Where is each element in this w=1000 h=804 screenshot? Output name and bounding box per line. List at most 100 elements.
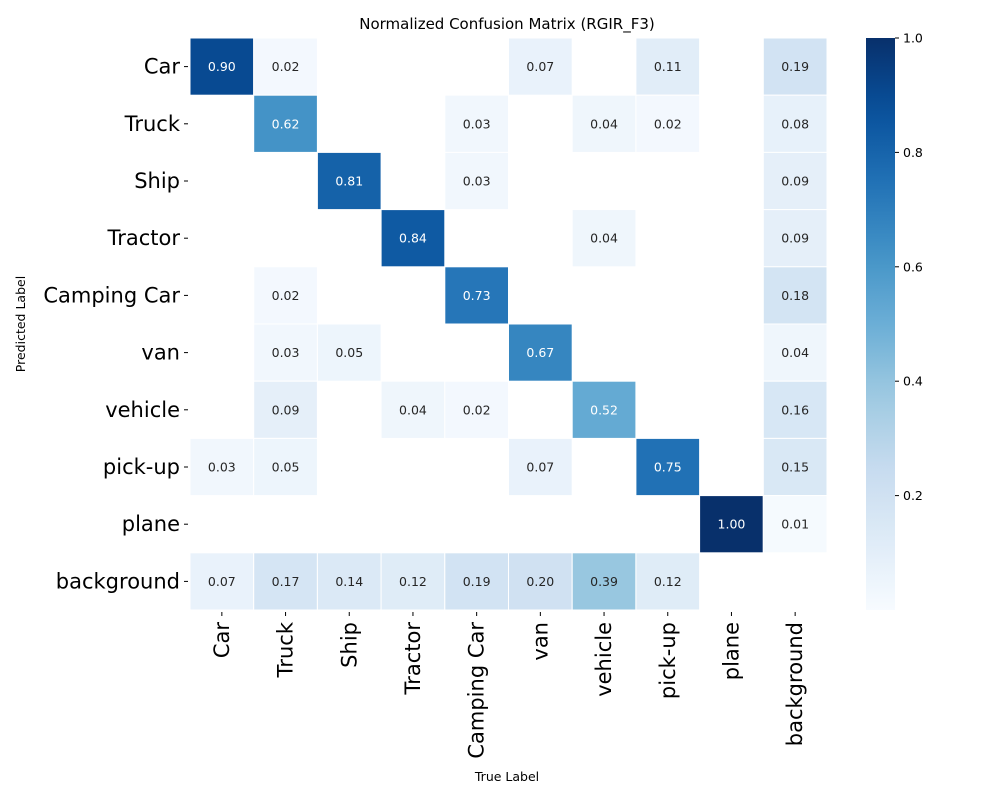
cell-value-label: 0.02	[654, 116, 682, 131]
heatmap-cell	[444, 151, 509, 211]
cell-value-label: 0.03	[272, 345, 300, 360]
cell-value-label: 0.75	[654, 460, 682, 475]
cell-value-label: 0.84	[399, 231, 427, 246]
cell-value-label: 0.67	[526, 345, 554, 360]
heatmap-cell	[316, 151, 382, 211]
heatmap-cell	[444, 266, 509, 325]
cell-value-label: 0.09	[781, 231, 809, 246]
cell-value-label: 0.11	[654, 59, 682, 74]
heatmap-cell	[571, 380, 637, 439]
cell-value-label: 0.07	[526, 59, 554, 74]
heatmap-cell	[508, 552, 573, 611]
heatmap-cell	[380, 552, 446, 611]
heatmap-cell	[253, 437, 318, 497]
colorbar-tick-label: 0.6	[903, 259, 923, 274]
column-tick-label: plane	[719, 622, 743, 680]
heatmap-cell	[508, 323, 573, 382]
row-tick-label: Truck	[124, 112, 181, 136]
heatmap-cell	[571, 552, 637, 611]
cell-value-label: 0.03	[463, 116, 491, 131]
colorbar-tick-label: 0.8	[903, 145, 923, 160]
column-tick-label: pick-up	[656, 622, 680, 699]
heatmap-cell	[380, 209, 446, 268]
heatmap-cell-labels: 0.90 0.02 0.07 0.11 0.19 0.62 0.03 0.04 0.02 0.08…	[208, 59, 809, 589]
cell-value-label: 0.05	[335, 345, 363, 360]
column-tick-label: Ship	[337, 622, 361, 668]
row-tick-label: pick-up	[103, 455, 180, 479]
heatmap-cell	[316, 552, 382, 611]
heatmap-cell	[571, 94, 637, 153]
cell-value-label: 0.12	[654, 574, 682, 589]
cell-value-label: 0.52	[590, 402, 618, 417]
row-tick-label: Tractor	[106, 226, 180, 250]
heatmap-cell	[444, 552, 509, 611]
cell-value-label: 0.04	[590, 231, 618, 246]
heatmap-cell	[316, 323, 382, 382]
colorbar-gradient	[866, 38, 895, 610]
column-tick-label: background	[783, 622, 807, 746]
x-axis-label: True Label	[474, 769, 539, 784]
heatmap-cell	[635, 437, 701, 497]
cell-value-label: 0.14	[335, 574, 363, 589]
chart-title: Normalized Confusion Matrix (RGIR_F3)	[359, 15, 654, 34]
column-tick-labels: Car Truck Ship Tractor Camping Car van vehicle…	[210, 612, 807, 759]
heatmap-cell	[189, 552, 255, 611]
cell-value-label: 0.05	[272, 460, 300, 475]
heatmap-cell	[253, 380, 318, 439]
heatmap-cell	[508, 437, 573, 497]
heatmap-cell	[253, 37, 318, 96]
heatmap-cell	[762, 437, 828, 497]
colorbar: 0.2 0.4 0.6 0.8 1.0	[866, 31, 923, 610]
heatmap-cell	[189, 437, 255, 497]
row-tick-label: background	[56, 569, 180, 593]
cell-value-label: 0.02	[463, 402, 491, 417]
cell-value-label: 0.03	[463, 174, 491, 189]
cell-value-label: 1.00	[718, 517, 746, 532]
column-tick-label: Truck	[274, 621, 298, 678]
cell-value-label: 0.62	[272, 116, 300, 131]
colorbar-tick-label: 0.2	[903, 488, 923, 503]
heatmap-cell	[762, 94, 828, 153]
cell-value-label: 0.16	[781, 402, 809, 417]
heatmap-cell	[762, 266, 828, 325]
heatmap-cell	[189, 37, 255, 96]
heatmap-cell	[380, 380, 446, 439]
cell-value-label: 0.02	[272, 59, 300, 74]
cell-value-label: 0.07	[526, 460, 554, 475]
heatmap-cell	[762, 380, 828, 439]
cell-value-label: 0.39	[590, 574, 618, 589]
cell-value-label: 0.07	[208, 574, 236, 589]
column-tick-label: Car	[210, 622, 234, 659]
cell-value-label: 0.03	[208, 460, 236, 475]
y-axis-label: Predicted Label	[13, 276, 28, 372]
heatmap-cell	[762, 323, 828, 382]
colorbar-ticks: 0.2 0.4 0.6 0.8 1.0	[895, 31, 923, 503]
column-tick-label: Tractor	[401, 622, 425, 696]
row-tick-labels: Car Truck Ship Tractor Camping Car van vehicle…	[43, 55, 188, 593]
cell-value-label: 0.73	[463, 288, 491, 303]
colorbar-tick-label: 0.4	[903, 374, 923, 389]
cell-value-label: 0.81	[335, 174, 363, 189]
cell-value-label: 0.08	[781, 116, 809, 131]
row-tick-label: van	[141, 341, 180, 365]
cell-value-label: 0.09	[781, 174, 809, 189]
cell-value-label: 0.17	[272, 574, 300, 589]
cell-value-label: 0.04	[781, 345, 809, 360]
heatmap-cell	[762, 495, 828, 554]
heatmap-cells	[189, 37, 828, 611]
heatmap-cell	[253, 94, 318, 153]
cell-value-label: 0.19	[463, 574, 491, 589]
heatmap-cell	[635, 37, 701, 96]
cell-value-label: 0.15	[781, 460, 809, 475]
column-tick-label: vehicle	[592, 622, 616, 697]
colorbar-tick-label: 1.0	[903, 31, 923, 46]
cell-value-label: 0.04	[590, 116, 618, 131]
cell-value-label: 0.01	[781, 517, 809, 532]
row-tick-label: Camping Car	[43, 283, 180, 307]
cell-value-label: 0.09	[272, 402, 300, 417]
row-tick-label: Ship	[134, 169, 180, 193]
cell-value-label: 0.90	[208, 59, 236, 74]
column-tick-label: Camping Car	[465, 622, 489, 759]
